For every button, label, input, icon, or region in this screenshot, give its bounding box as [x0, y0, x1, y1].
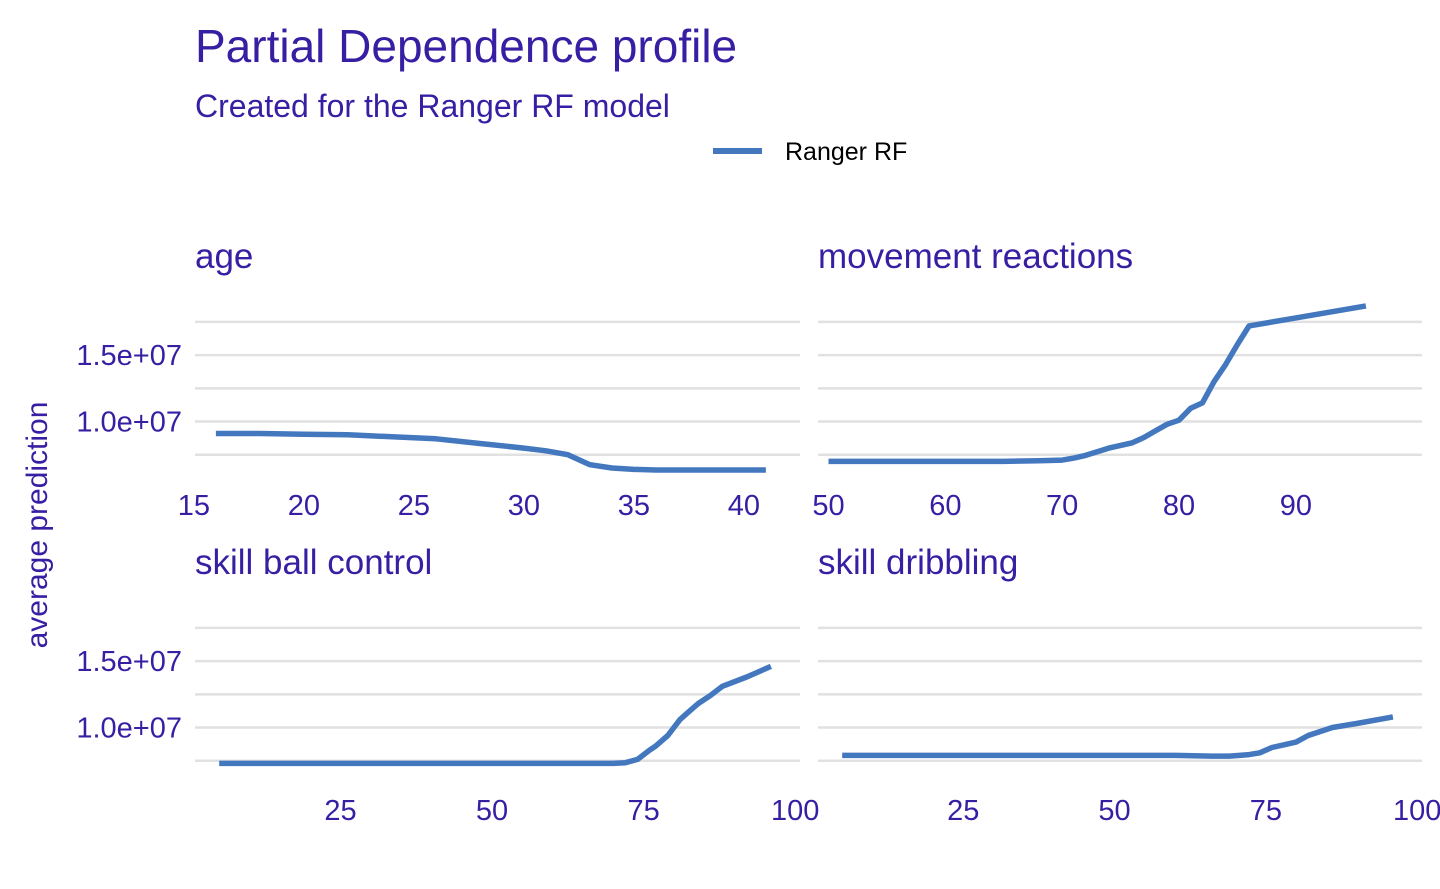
x-tick-label: 60 [929, 490, 961, 522]
y-tick-label: 1.5e+07 [76, 340, 182, 372]
panel-1: age 1.0e+07 1.5e+07 15 20 25 30 35 40 [76, 237, 800, 522]
x-tick-label: 25 [324, 795, 356, 827]
panels: age 1.0e+07 1.5e+07 15 20 25 30 35 40 movement re… [76, 237, 1440, 827]
y-axis-label: average prediction [21, 402, 54, 649]
chart-subtitle: Created for the Ranger RF model [195, 88, 670, 124]
series-line-ranger-rf [219, 663, 773, 767]
x-tick-label: 80 [1163, 490, 1195, 522]
panel-4: skill dribbling 25 50 75 100 [818, 543, 1440, 827]
chart-title: Partial Dependence profile [195, 20, 737, 72]
legend: Ranger RF [713, 138, 907, 166]
x-tick-label: 50 [812, 490, 844, 522]
y-tick-label: 1.5e+07 [76, 646, 182, 678]
x-tick-label: 15 [178, 490, 210, 522]
panel-title: skill dribbling [818, 543, 1018, 582]
series-line-ranger-rf [828, 303, 1367, 465]
series-line-ranger-rf [842, 714, 1394, 759]
x-tick-label: 100 [771, 795, 819, 827]
x-tick-label: 100 [1393, 795, 1440, 827]
y-tick-label: 1.0e+07 [76, 713, 182, 745]
x-tick-label: 70 [1046, 490, 1078, 522]
x-tick-label: 35 [618, 490, 650, 522]
panel-title: skill ball control [195, 543, 432, 582]
panel-title: movement reactions [818, 237, 1133, 276]
x-tick-label: 50 [476, 795, 508, 827]
x-tick-label: 90 [1280, 490, 1312, 522]
series-line-ranger-rf [215, 430, 766, 473]
x-tick-label: 25 [947, 795, 979, 827]
x-tick-label: 20 [288, 490, 320, 522]
x-tick-label: 40 [728, 490, 760, 522]
x-tick-label: 50 [1098, 795, 1130, 827]
panel-2: movement reactions 50 60 70 80 90 [812, 237, 1422, 522]
panel-3: skill ball control 1.0e+07 1.5e+07 25 50 75 10… [76, 543, 819, 827]
x-tick-label: 75 [1250, 795, 1282, 827]
x-tick-label: 25 [398, 490, 430, 522]
x-tick-label: 30 [508, 490, 540, 522]
panel-title: age [195, 237, 253, 276]
x-tick-label: 75 [627, 795, 659, 827]
legend-label: Ranger RF [785, 138, 907, 166]
y-tick-label: 1.0e+07 [76, 407, 182, 439]
